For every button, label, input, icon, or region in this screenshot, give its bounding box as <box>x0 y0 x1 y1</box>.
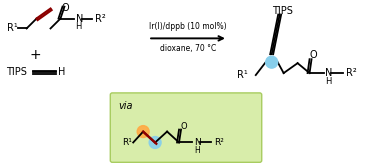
Text: N: N <box>325 68 333 78</box>
FancyBboxPatch shape <box>110 93 262 162</box>
Text: TIPS: TIPS <box>272 6 293 16</box>
Text: Ir(I)/dppb (10 mol%): Ir(I)/dppb (10 mol%) <box>149 22 227 31</box>
Text: O: O <box>181 122 187 131</box>
Text: O: O <box>62 3 69 13</box>
Text: +: + <box>30 48 41 62</box>
Circle shape <box>266 56 278 68</box>
Text: via: via <box>118 101 133 111</box>
Circle shape <box>149 137 161 148</box>
Text: R¹: R¹ <box>7 23 17 33</box>
Text: H: H <box>194 146 200 155</box>
Text: TIPS: TIPS <box>6 67 26 77</box>
Text: R²: R² <box>95 14 106 24</box>
Text: R²: R² <box>214 138 224 147</box>
Text: H: H <box>75 22 82 31</box>
Text: O: O <box>310 50 318 60</box>
Text: N: N <box>194 138 201 147</box>
Text: H: H <box>325 77 332 85</box>
Circle shape <box>137 126 149 138</box>
Text: R²: R² <box>346 68 357 78</box>
Text: H: H <box>59 67 66 77</box>
Text: R¹: R¹ <box>122 138 132 147</box>
Text: N: N <box>76 14 84 24</box>
Text: dioxane, 70 °C: dioxane, 70 °C <box>160 44 216 53</box>
Text: R¹: R¹ <box>237 70 248 80</box>
